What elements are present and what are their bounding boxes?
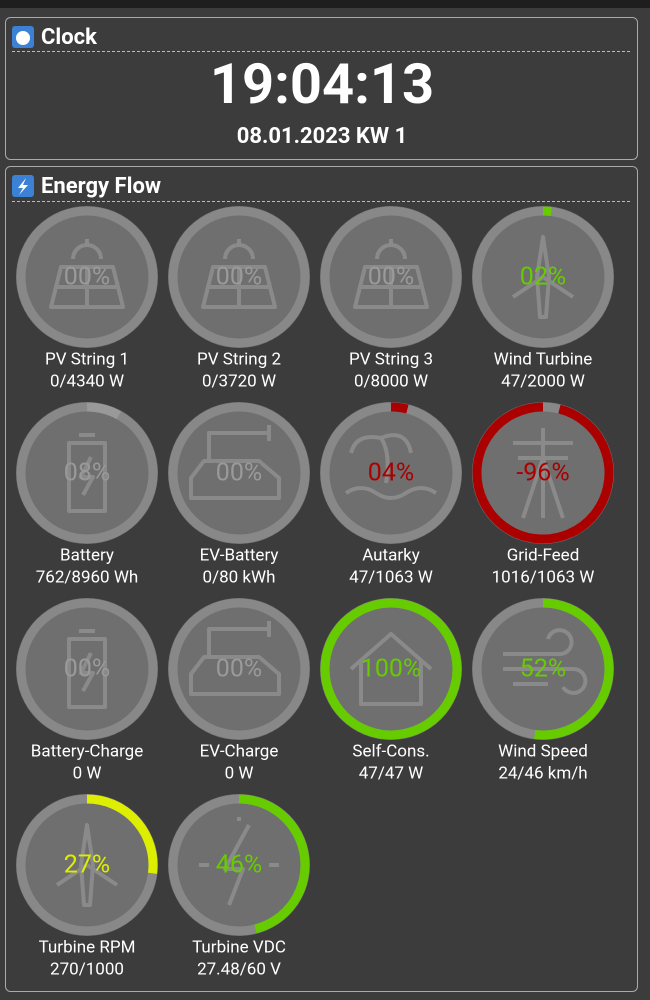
gauge-icon [199,817,279,906]
gauge-icon [223,239,255,260]
gauge-reading: 1016/1063 W [492,567,595,587]
gauge-percent: 08% [64,459,110,488]
gauge-icon [189,425,281,500]
gauge-icon [511,235,575,319]
gauge-track [16,206,158,348]
gauge-icon [67,433,107,513]
gauge-arc [390,402,409,414]
gauge-track [168,402,310,544]
gauge-percent: 04% [368,459,414,488]
clock-date: 08.01.2023 KW 1 [237,124,408,149]
gauge-track [320,206,462,348]
gauge-reading: 47/47 W [359,763,424,783]
gauge-percent: 00% [216,263,262,292]
gauge-grid: 00% PV String 10/4340 W 00% PV String 20/37… [16,206,614,979]
energy-icon-bolt [18,178,28,195]
clock-panel [5,17,638,160]
gauge-percent: -96% [516,459,569,488]
gauge-track [168,598,310,740]
gauge-arc [86,794,158,874]
gauge-label: Autarky [362,545,420,565]
gauge-face [320,402,462,544]
gauge-arc [86,402,121,420]
gauge-percent: 00% [216,459,262,488]
gauge-arc [472,402,614,544]
gauge-reading: 0/80 kWh [203,567,276,587]
gauge-percent: 00% [216,655,262,684]
gauge-percent: 00% [64,655,110,684]
gauge-icon [201,265,277,309]
gauge-label: EV-Charge [200,741,279,761]
clock-icon-face [16,31,30,45]
gauge-label: PV String 2 [197,349,281,369]
gauge-icon [55,823,119,907]
clock-time: 19:04:13 [210,51,434,117]
gauge-label: Turbine VDC [192,937,286,957]
gauge-reading: 0 W [225,763,254,783]
gauge-label: PV String 3 [349,349,433,369]
gauge-icon [503,628,588,695]
gauge-face [168,598,310,740]
gauge-face [168,794,310,936]
gauge-reading: 27.48/60 V [197,959,281,979]
gauge-track [168,206,310,348]
gauge-reading: 762/8960 Wh [36,567,139,587]
gauge-percent: 100% [361,655,421,684]
gauge-label: Grid-Feed [507,545,580,565]
gauge-label: Self-Cons. [352,741,429,761]
gauge-reading: 47/1063 W [349,567,433,587]
gauge-arc [320,598,462,740]
gauge-arc [542,206,552,216]
panel-title: Energy Flow [41,174,161,199]
gauge-label: Battery [60,545,114,565]
gauge-reading: 0 W [73,763,102,783]
gauge-reading: 24/46 km/h [498,763,587,783]
gauge-label: Turbine RPM [39,937,136,957]
gauge-icon [349,632,433,706]
gauge-icon [49,265,125,309]
gauge-icon [513,428,573,519]
gauge-track [16,598,158,740]
gauge-percent: 27% [64,851,110,880]
gauge-label: Wind Turbine [494,349,593,369]
gauge-arc [238,794,310,934]
gauge-icon [189,621,281,696]
gauge-reading: 270/1000 [50,959,124,979]
top-bar [0,0,650,8]
gauge-face [16,598,158,740]
gauge-percent: 00% [368,263,414,292]
gauge-percent: 52% [520,655,566,684]
gauge-icon [375,239,407,260]
energy-panel [5,166,638,992]
gauge-reading: 47/2000 W [501,371,585,391]
gauge-label: PV String 1 [45,349,129,369]
gauge-percent: 46% [216,851,262,880]
gauge-reading: 0/3720 W [202,371,276,391]
gauge-reading: 0/4340 W [50,371,124,391]
gauge-icon [71,239,103,260]
gauge-face [168,402,310,544]
gauge-face [320,598,462,740]
gauge-icon [344,433,438,500]
gauge-reading: 0/8000 W [354,371,428,391]
gauge-percent: 02% [520,263,566,292]
gauge-icon [353,265,429,309]
gauge-face [16,402,158,544]
gauge-arc [534,598,614,740]
gauge-percent: 00% [64,263,110,292]
gauge-label: Battery-Charge [31,741,143,761]
gauge-label: EV-Battery [200,545,279,565]
panel-title: Clock [41,25,97,50]
gauge-label: Wind Speed [498,741,588,761]
gauge-icon [67,629,107,709]
